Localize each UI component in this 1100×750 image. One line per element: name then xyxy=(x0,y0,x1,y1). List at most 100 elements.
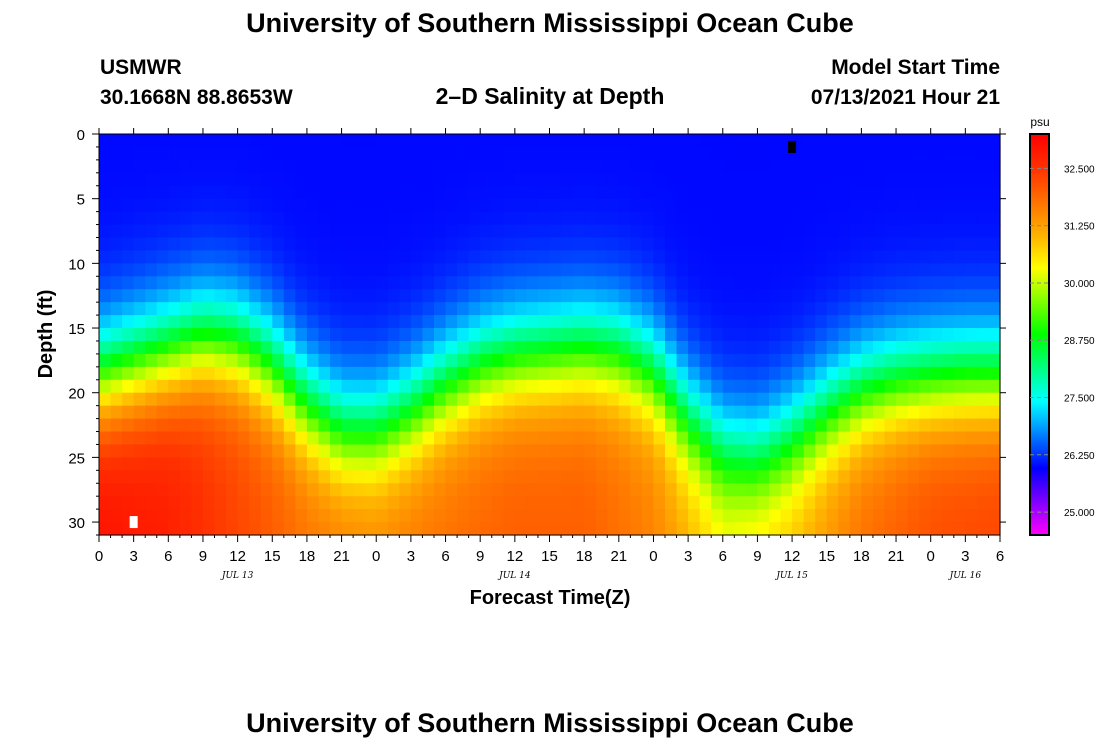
heatmap-cell xyxy=(260,444,273,458)
heatmap-cell xyxy=(838,276,851,290)
heatmap-cell xyxy=(976,418,990,433)
heatmap-cell xyxy=(630,379,643,394)
heatmap-cell xyxy=(907,353,920,368)
heatmap-cell xyxy=(965,185,978,200)
heatmap-cell xyxy=(503,496,516,510)
heatmap-cell xyxy=(468,509,481,523)
heatmap-cell xyxy=(745,172,759,187)
heatmap-cell xyxy=(641,340,655,355)
heatmap-cell xyxy=(110,418,123,433)
heatmap-cell xyxy=(872,431,886,446)
heatmap-cell xyxy=(295,483,308,497)
heatmap-cell xyxy=(387,340,400,355)
heatmap-cell xyxy=(260,457,273,471)
heatmap-cell xyxy=(445,172,458,187)
heatmap-cell xyxy=(318,289,331,303)
heatmap-cell xyxy=(896,237,909,252)
heatmap-cell xyxy=(341,340,354,355)
heatmap-cell xyxy=(838,470,851,484)
heatmap-cell xyxy=(930,302,943,316)
heatmap-cell xyxy=(341,134,354,148)
heatmap-cell xyxy=(341,522,354,536)
heatmap-cell xyxy=(815,134,828,148)
colorbar-unit: psu xyxy=(1030,115,1049,129)
heatmap-cell xyxy=(341,224,354,239)
heatmap-cell xyxy=(272,418,285,433)
heatmap-cell xyxy=(803,134,816,148)
heatmap-cell xyxy=(387,315,400,329)
heatmap-cell xyxy=(919,185,932,200)
heatmap-cell xyxy=(653,315,666,329)
heatmap-cell xyxy=(110,185,123,200)
heatmap-cell xyxy=(942,418,955,433)
heatmap-cell xyxy=(422,302,435,316)
heatmap-cell xyxy=(468,276,481,290)
heatmap-cell xyxy=(468,431,481,446)
heatmap-cell xyxy=(561,315,574,329)
x-tick-label: 0 xyxy=(95,548,103,565)
heatmap-cell xyxy=(514,211,527,226)
heatmap-cell xyxy=(884,302,897,316)
heatmap-cell xyxy=(179,159,193,174)
heatmap-cell xyxy=(191,302,204,316)
heatmap-cell xyxy=(145,418,158,433)
heatmap-cell xyxy=(988,353,1001,368)
heatmap-cell xyxy=(237,457,250,471)
heatmap-cell xyxy=(653,198,666,213)
heatmap-cell xyxy=(653,340,666,355)
heatmap-cell xyxy=(99,328,112,342)
heatmap-cell xyxy=(283,146,296,161)
heatmap-cell xyxy=(433,366,447,381)
heatmap-cell xyxy=(942,340,955,355)
heatmap-cell xyxy=(653,328,666,342)
heatmap-cell xyxy=(491,289,504,303)
heatmap-cell xyxy=(387,366,400,381)
heatmap-cell xyxy=(607,340,620,355)
heatmap-cell xyxy=(202,289,216,303)
heatmap-cell xyxy=(341,353,354,368)
heatmap-cell xyxy=(630,250,643,264)
heatmap-cell xyxy=(549,340,562,355)
heatmap-cell xyxy=(202,522,216,536)
heatmap-cell xyxy=(399,379,412,394)
heatmap-cell xyxy=(641,250,655,264)
heatmap-cell xyxy=(99,470,112,484)
heatmap-cell xyxy=(260,353,273,368)
heatmap-cell xyxy=(838,522,851,536)
heatmap-cell xyxy=(514,134,527,148)
heatmap-cell xyxy=(272,146,285,161)
heatmap-cell xyxy=(699,392,712,407)
heatmap-cell xyxy=(572,198,585,213)
heatmap-cell xyxy=(838,328,851,342)
heatmap-cell xyxy=(584,172,597,187)
heatmap-cell xyxy=(156,263,169,277)
heatmap-cell xyxy=(376,198,389,213)
heatmap-cell xyxy=(826,250,839,264)
heatmap-cell xyxy=(306,457,320,471)
heatmap-cell xyxy=(283,328,296,342)
heatmap-cell xyxy=(630,237,643,252)
heatmap-cell xyxy=(399,289,412,303)
data-marker xyxy=(788,140,797,153)
heatmap-cell xyxy=(237,431,250,446)
heatmap-cell xyxy=(907,198,920,213)
heatmap-cell xyxy=(849,496,862,510)
heatmap-cell xyxy=(584,211,597,226)
heatmap-cell xyxy=(607,146,620,161)
heatmap-cell xyxy=(514,366,527,381)
heatmap-cell xyxy=(930,237,943,252)
heatmap-cell xyxy=(976,237,990,252)
heatmap-cell xyxy=(122,172,135,187)
heatmap-cell xyxy=(942,302,955,316)
heatmap-cell xyxy=(838,250,851,264)
heatmap-cell xyxy=(792,483,805,497)
heatmap-cell xyxy=(168,470,181,484)
heatmap-cell xyxy=(896,172,909,187)
heatmap-cell xyxy=(133,392,146,407)
heatmap-cell xyxy=(318,302,331,316)
heatmap-cell xyxy=(872,379,886,394)
heatmap-cell xyxy=(364,198,377,213)
heatmap-cell xyxy=(179,379,193,394)
heatmap-cell xyxy=(122,146,135,161)
heatmap-cell xyxy=(722,302,735,316)
